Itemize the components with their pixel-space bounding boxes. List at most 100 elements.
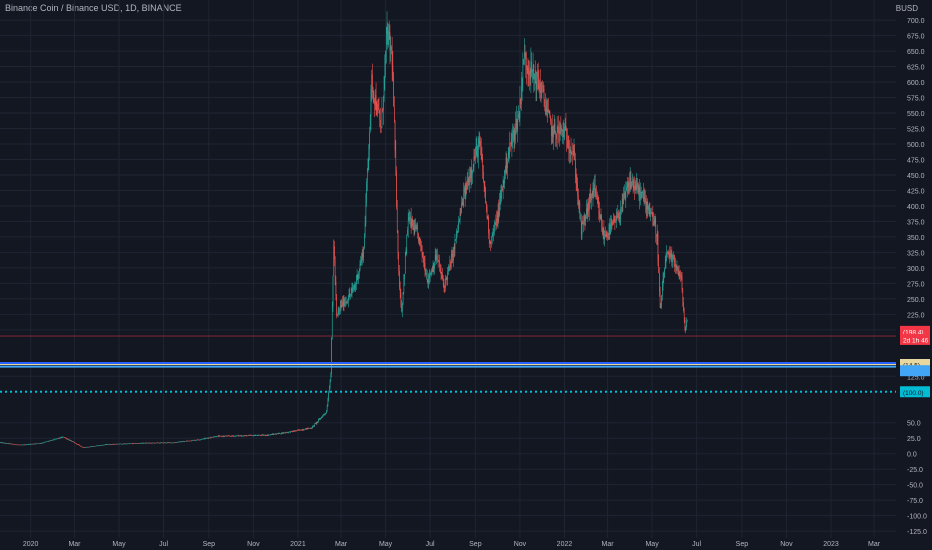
candle-body — [237, 435, 239, 437]
candle-body — [659, 273, 660, 292]
candle-body — [436, 256, 437, 260]
candle-body — [342, 298, 344, 306]
candle-body — [42, 442, 43, 444]
candle-body — [1, 442, 3, 444]
candle-body — [568, 147, 570, 150]
candle-body — [418, 233, 419, 242]
candle-body — [454, 240, 456, 250]
candle-body — [234, 435, 235, 437]
candle-body — [90, 446, 91, 448]
y-tick-label: -25.0 — [907, 467, 923, 474]
candle-body — [223, 435, 225, 437]
candle-body — [178, 441, 180, 443]
candle-body — [445, 278, 446, 288]
candle-body — [520, 98, 521, 104]
candle-body — [300, 430, 302, 431]
candle-body — [672, 255, 673, 263]
candle-body — [184, 441, 186, 442]
candle-body — [60, 437, 61, 439]
candle-body — [126, 443, 127, 445]
candle-body — [406, 234, 408, 251]
candle-body — [64, 437, 66, 439]
candle-body — [539, 82, 540, 91]
x-tick-label: 2022 — [557, 541, 573, 548]
candle-body — [168, 442, 169, 444]
candle-body — [599, 215, 601, 219]
candle-body — [667, 251, 669, 253]
candle-body — [500, 195, 502, 198]
candle-body — [350, 291, 352, 295]
candle-body — [263, 435, 264, 436]
candle-body — [137, 443, 139, 444]
candle-body — [474, 156, 475, 160]
candle-body — [414, 224, 416, 234]
candle-body — [125, 443, 126, 445]
candle-body — [248, 435, 250, 436]
candle-body — [537, 76, 539, 85]
candle-body — [255, 434, 256, 436]
candle-body — [623, 194, 624, 205]
candle-body — [425, 271, 427, 275]
candle-body — [225, 435, 226, 437]
y-tick-label: 0.0 — [907, 452, 917, 459]
candle-body — [567, 140, 568, 147]
candle-body — [185, 441, 186, 442]
candle-body — [191, 440, 192, 442]
candle-body — [139, 443, 140, 444]
candle-body — [385, 33, 387, 51]
candle-body — [326, 406, 328, 412]
candle-body — [664, 263, 666, 270]
candle-body — [41, 443, 42, 444]
candle-body — [364, 223, 366, 236]
price-tag — [900, 333, 930, 345]
candle-body — [685, 327, 686, 331]
candle-body — [275, 434, 277, 435]
candle-body — [463, 192, 465, 206]
candle-body — [619, 216, 621, 220]
candle-body — [467, 178, 469, 183]
price-tag-label: (100.0) — [903, 390, 924, 397]
candle-body — [650, 212, 651, 215]
candle-body — [411, 219, 413, 227]
candle-body — [502, 180, 504, 191]
y-tick-label: 275.0 — [907, 281, 925, 288]
candle-body — [212, 437, 213, 438]
candle-body — [657, 232, 659, 261]
candle-body — [348, 293, 350, 300]
candle-body — [209, 437, 210, 439]
candle-body — [233, 435, 234, 437]
candle-body — [177, 441, 179, 443]
candle-body — [39, 443, 40, 445]
candle-body — [374, 99, 375, 105]
candle-body — [684, 319, 686, 331]
candle-body — [653, 221, 654, 226]
candle-body — [384, 64, 386, 77]
candle-body — [25, 444, 27, 446]
candle-body — [603, 228, 605, 240]
candle-body — [133, 443, 134, 444]
candle-body — [183, 441, 185, 442]
candle-body — [606, 236, 608, 238]
candle-body — [394, 106, 395, 122]
candle-body — [550, 117, 551, 123]
candle-body — [638, 186, 640, 193]
candle-body — [237, 435, 238, 437]
candle-body — [420, 239, 421, 246]
candle-body — [142, 442, 144, 444]
candle-body — [494, 224, 495, 233]
candle-body — [295, 430, 297, 432]
candle-body — [34, 443, 36, 445]
candle-body — [663, 277, 665, 280]
candle-body — [582, 222, 584, 224]
candle-body — [30, 444, 31, 445]
candle-body — [204, 438, 205, 440]
candle-body — [592, 187, 594, 196]
candle-body — [499, 197, 501, 202]
candle-body — [480, 140, 481, 147]
candle-body — [207, 438, 208, 439]
candle-body — [67, 438, 69, 440]
candle-body — [577, 183, 578, 196]
candle-body — [38, 443, 40, 445]
candle-body — [90, 446, 92, 447]
